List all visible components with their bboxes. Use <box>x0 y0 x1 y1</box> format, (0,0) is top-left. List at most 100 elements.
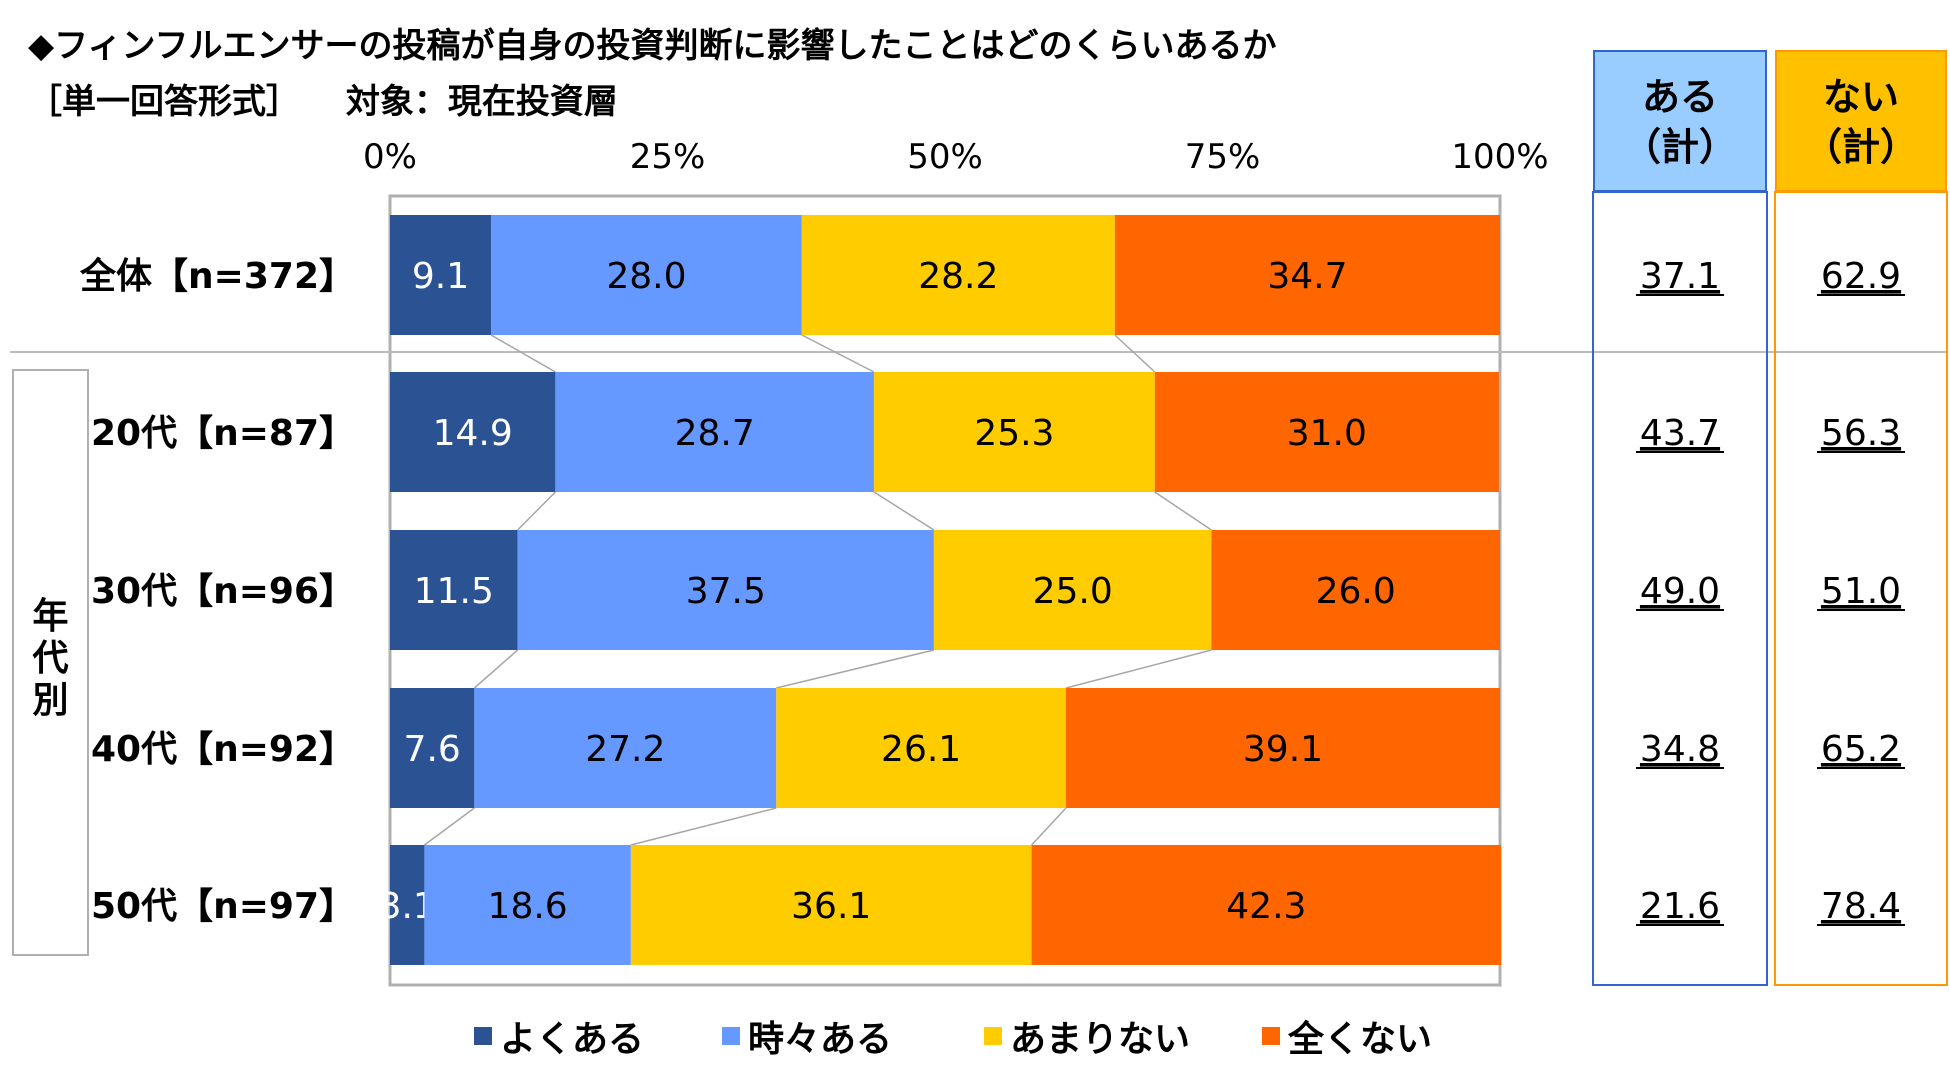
legend-swatch-very-often <box>474 1027 492 1045</box>
bar-value-label-rarely: 25.0 <box>1033 571 1113 612</box>
bar-value-label-rarely: 28.2 <box>918 256 998 297</box>
bar-value-label-sometimes: 37.5 <box>686 571 766 612</box>
connector-line <box>776 649 935 689</box>
age-group-label-char-2: 別 <box>32 680 68 721</box>
bar-value-label-never: 39.1 <box>1243 729 1323 770</box>
connector-line <box>801 334 875 373</box>
nai-total-value: 78.4 <box>1821 886 1901 927</box>
aru-total-header: ある （計） <box>1593 50 1767 192</box>
chart-subtitle: ［単一回答形式］ 対象：現在投資層 <box>28 74 652 123</box>
bar-segment-rarely <box>933 530 1212 650</box>
legend-swatch-rarely <box>984 1027 1002 1045</box>
nai-total-value: 56.3 <box>1821 413 1901 454</box>
connector-line <box>1031 807 1067 846</box>
bar-segment-never <box>1154 372 1499 492</box>
connector-line <box>490 334 556 373</box>
bar-value-label-sometimes: 18.6 <box>488 886 568 927</box>
bar-value-label-never: 26.0 <box>1316 571 1396 612</box>
answer-format: ［単一回答形式］ <box>28 82 300 122</box>
bar-value-label-very-often: 14.9 <box>433 413 513 454</box>
connector-line <box>1114 334 1156 373</box>
x-tick-label-1: 25% <box>630 137 706 177</box>
legend-swatch-never <box>1262 1027 1280 1045</box>
nai-total-value: 51.0 <box>1821 571 1901 612</box>
bar-segment-sometimes <box>517 530 934 650</box>
x-tick-label-4: 100% <box>1451 137 1548 177</box>
category-label: 40代【n=92】 <box>91 729 355 770</box>
bar-segment-very-often <box>390 530 518 650</box>
bar-value-label-very-often: 11.5 <box>414 571 494 612</box>
chart-title: ◆フィンフルエンサーの投稿が自身の投資判断に影響したことはどのくらいあるか <box>28 26 1277 66</box>
legend-swatch-sometimes <box>722 1027 740 1045</box>
aru-header-line1: ある <box>1641 75 1718 119</box>
bar-segment-never <box>1211 530 1500 650</box>
bar-value-label-rarely: 36.1 <box>791 886 871 927</box>
legend-label-very-often: よくある <box>500 1019 645 1060</box>
nai-header-line2: （計） <box>1803 125 1918 169</box>
nai-total-column-frame <box>1774 191 1948 986</box>
legend-item-never: 全くない <box>1262 1010 1432 1062</box>
bar-segment-rarely <box>873 372 1155 492</box>
connector-line <box>517 491 556 531</box>
nai-total-value: 65.2 <box>1821 729 1901 770</box>
aru-total-value: 21.6 <box>1640 886 1720 927</box>
legend-item-rarely: あまりない <box>984 1010 1190 1062</box>
age-group-label-box <box>12 369 89 956</box>
bar-segment-never <box>1031 845 1502 965</box>
bar-segment-sometimes <box>555 372 874 492</box>
category-label: 全体【n=372】 <box>79 255 355 297</box>
x-tick-label-2: 50% <box>907 137 983 177</box>
legend-label-sometimes: 時々ある <box>748 1019 893 1060</box>
aru-header-line2: （計） <box>1622 125 1737 169</box>
connector-line <box>473 649 519 689</box>
legend-item-sometimes: 時々ある <box>722 1010 892 1062</box>
bar-value-label-very-often: 9.1 <box>412 256 469 297</box>
x-tick-label-0: 0% <box>363 137 417 177</box>
bar-value-label-never: 34.7 <box>1267 256 1347 297</box>
nai-header-line1: ない <box>1822 75 1899 119</box>
legend-item-very-often: よくある <box>474 1010 644 1062</box>
legend-label-never: 全くない <box>1288 1019 1433 1060</box>
bar-segment-never <box>1114 215 1500 335</box>
bar-segment-very-often <box>390 215 492 335</box>
bar-segment-very-often <box>390 372 556 492</box>
age-group-label-char-1: 代 <box>31 638 68 679</box>
bar-value-label-never: 31.0 <box>1287 413 1367 454</box>
bar-value-label-very-often: 7.6 <box>404 729 461 770</box>
connector-line <box>873 491 935 531</box>
bar-segment-very-often <box>390 688 475 808</box>
connector-line <box>1154 491 1212 531</box>
bar-value-label-sometimes: 28.7 <box>675 413 755 454</box>
bar-value-label-sometimes: 27.2 <box>585 729 665 770</box>
bar-segment-sometimes <box>424 845 631 965</box>
bar-segment-very-often <box>390 845 425 965</box>
connector-line <box>1065 649 1212 689</box>
chart-legend: よくある 時々ある あまりない 全くない <box>0 1010 1950 1060</box>
connector-line <box>630 807 777 846</box>
legend-label-rarely: あまりない <box>1010 1019 1191 1060</box>
bar-segment-rarely <box>630 845 1032 965</box>
aru-total-column-frame <box>1592 191 1768 986</box>
age-group-label-char-0: 年 <box>32 596 68 637</box>
connector-line <box>423 807 475 846</box>
nai-total-value: 62.9 <box>1821 256 1901 297</box>
category-label: 20代【n=87】 <box>91 413 355 454</box>
aru-total-value: 34.8 <box>1640 729 1720 770</box>
bar-value-label-rarely: 25.3 <box>974 413 1054 454</box>
bar-value-label-never: 42.3 <box>1226 886 1306 927</box>
category-label: 30代【n=96】 <box>91 571 355 612</box>
target-group: 対象：現在投資層 <box>345 82 618 122</box>
bar-segment-never <box>1065 688 1500 808</box>
aru-total-value: 43.7 <box>1640 413 1720 454</box>
bar-segment-sometimes <box>474 688 777 808</box>
aru-total-value: 37.1 <box>1640 256 1720 297</box>
bar-value-label-rarely: 26.1 <box>881 729 961 770</box>
bar-segment-rarely <box>801 215 1115 335</box>
bar-value-label-sometimes: 28.0 <box>606 256 686 297</box>
x-tick-label-3: 75% <box>1185 137 1261 177</box>
category-label: 50代【n=97】 <box>91 886 355 927</box>
nai-total-header: ない （計） <box>1775 50 1947 192</box>
bar-segment-sometimes <box>491 215 802 335</box>
aru-total-value: 49.0 <box>1640 571 1720 612</box>
